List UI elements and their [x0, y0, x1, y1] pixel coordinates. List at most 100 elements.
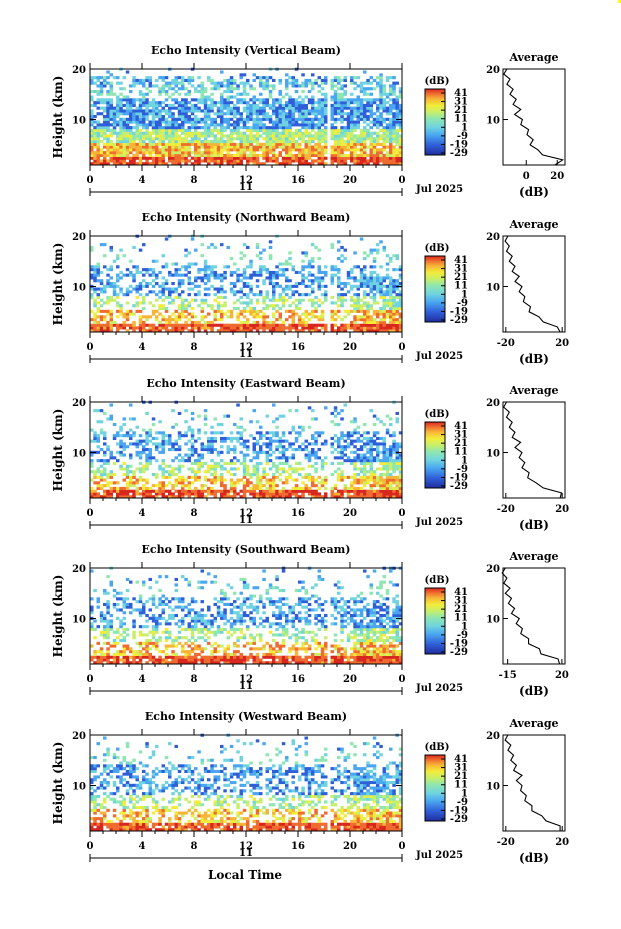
heatmap-cell: [223, 273, 227, 277]
heatmap-cell: [346, 142, 351, 146]
heatmap-cell: [379, 95, 383, 99]
heatmap-cell: [285, 92, 289, 96]
heatmap-cell: [236, 478, 240, 482]
heatmap-cell: [155, 151, 159, 155]
heatmap-cell: [239, 101, 243, 105]
average-profile-line: [504, 235, 561, 333]
heatmap-cell: [210, 320, 214, 324]
heatmap-cell: [395, 318, 399, 322]
heatmap-cell: [301, 320, 305, 324]
heatmap-cell: [135, 425, 139, 429]
heatmap-cell: [119, 307, 123, 311]
heatmap-cell: [262, 312, 266, 316]
heatmap-cell: [265, 112, 269, 116]
heatmap-cell: [184, 315, 188, 319]
heatmap-cell: [203, 282, 208, 286]
heatmap-cell: [207, 265, 211, 269]
heatmap-cell: [129, 489, 133, 493]
heatmap-cell: [324, 162, 328, 166]
heatmap-cell: [385, 273, 390, 277]
heatmap-cell: [340, 453, 344, 457]
heatmap-cell: [288, 409, 292, 413]
heatmap-cell: [350, 131, 354, 135]
heatmap-cell: [187, 142, 191, 146]
heatmap-cell: [285, 120, 289, 124]
panel-0: Echo Intensity (Vertical Beam)Height (km…: [51, 44, 566, 199]
heatmap-cell: [369, 140, 373, 144]
x-tick-label: 8: [191, 175, 198, 186]
heatmap-cell: [187, 151, 191, 155]
heatmap-cell: [278, 315, 282, 319]
heatmap-cell: [93, 323, 97, 327]
heatmap-cell: [301, 326, 305, 330]
heatmap-cell: [350, 120, 354, 124]
heatmap-cell: [369, 106, 373, 110]
heatmap-cell: [324, 112, 328, 116]
heatmap-cell: [311, 312, 315, 316]
heatmap-cell: [278, 326, 282, 330]
heatmap-cell: [356, 126, 360, 130]
heatmap-cell: [356, 478, 360, 482]
heatmap-cell: [112, 293, 117, 297]
heatmap-cell: [229, 112, 234, 116]
heatmap-cell: [112, 159, 117, 163]
heatmap-cell: [119, 309, 123, 313]
heatmap-cell: [249, 481, 253, 485]
heatmap-cell: [340, 450, 344, 454]
heatmap-cell: [226, 159, 230, 163]
heatmap-cell: [281, 106, 286, 110]
heatmap-cell: [171, 106, 175, 110]
heatmap-cell: [151, 103, 156, 107]
heatmap-cell: [171, 459, 175, 463]
heatmap-cell: [112, 290, 117, 294]
heatmap-cell: [304, 284, 308, 288]
heatmap-cell: [291, 153, 295, 157]
heatmap-cell: [278, 81, 282, 85]
heatmap-cell: [99, 495, 104, 499]
heatmap-cell: [372, 137, 377, 141]
heatmap-cell: [249, 98, 253, 102]
heatmap-cell: [285, 142, 289, 146]
heatmap-cell: [96, 268, 100, 272]
heatmap-cell: [320, 106, 325, 110]
heatmap-cell: [177, 448, 182, 452]
heatmap-cell: [236, 431, 240, 435]
heatmap-cell: [356, 489, 360, 493]
heatmap-cell: [288, 257, 292, 261]
heatmap-cell: [148, 142, 152, 146]
heatmap-cell: [317, 287, 321, 291]
heatmap-cell: [398, 282, 403, 286]
heatmap-cell: [340, 473, 344, 477]
heatmap-cell: [200, 486, 204, 490]
heatmap-cell: [301, 103, 305, 107]
heatmap-cell: [317, 270, 321, 274]
heatmap-cell: [168, 134, 172, 138]
heatmap-cell: [187, 318, 191, 322]
heatmap-cell: [190, 453, 195, 457]
heatmap-cell: [132, 473, 136, 477]
heatmap-cell: [164, 134, 169, 138]
heatmap-cell: [184, 92, 188, 96]
heatmap-cell: [161, 290, 165, 294]
heatmap-cell: [213, 473, 217, 477]
heatmap-cell: [395, 312, 399, 316]
heatmap-cell: [392, 326, 396, 330]
heatmap-cell: [379, 151, 383, 155]
heatmap-cell: [385, 276, 390, 280]
heatmap-cell: [252, 148, 256, 152]
heatmap-cell: [346, 492, 351, 496]
heatmap-cell: [363, 315, 367, 319]
heatmap-cell: [262, 307, 266, 311]
heatmap-cell: [210, 265, 214, 269]
heatmap-cell: [207, 140, 211, 144]
heatmap-cell: [395, 309, 399, 313]
heatmap-cell: [145, 126, 149, 130]
heatmap-cell: [106, 284, 110, 288]
heatmap-cell: [122, 156, 126, 160]
heatmap-cell: [99, 420, 104, 424]
heatmap-cell: [376, 326, 380, 330]
heatmap-cell: [294, 120, 299, 124]
heatmap-cell: [90, 470, 94, 474]
heatmap-cell: [148, 134, 152, 138]
heatmap-cell: [119, 103, 123, 107]
